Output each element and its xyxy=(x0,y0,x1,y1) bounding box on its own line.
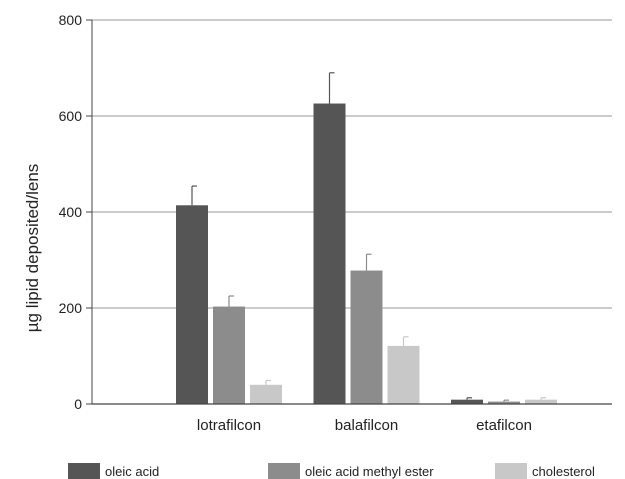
bar-cholesterol-etafilcon xyxy=(525,399,557,404)
legend-label: oleic acid methyl ester xyxy=(305,464,434,479)
y-tick-label: 200 xyxy=(59,300,83,316)
y-axis-title: µg lipid deposited/lens xyxy=(23,164,42,333)
bar-oleic-acid-balafilcon xyxy=(313,103,346,405)
gridlines xyxy=(92,19,612,309)
bar-oleic-acid-methyl-ester-lotrafilcon xyxy=(213,306,245,404)
bar-oleic-acid-lotrafilcon xyxy=(176,205,208,404)
legend-swatch xyxy=(495,463,527,479)
y-tick-label: 400 xyxy=(59,204,83,220)
x-tick-label: lotrafilcon xyxy=(197,417,261,434)
bar-cholesterol-balafilcon xyxy=(387,345,420,404)
bar-oleic-acid-methyl-ester-etafilcon xyxy=(488,401,520,404)
y-tick-label: 600 xyxy=(59,108,83,124)
x-tick-label: balafilcon xyxy=(335,417,398,434)
legend-label: oleic acid xyxy=(105,464,159,479)
bar-oleic-acid-methyl-ester-balafilcon xyxy=(350,270,383,404)
bar-oleic-acid-etafilcon xyxy=(451,399,483,404)
x-tick-label: etafilcon xyxy=(476,417,532,434)
legend-swatch xyxy=(68,463,100,479)
legend: oleic acid oleic acid methyl ester cholest… xyxy=(68,463,595,479)
axes: 0 200 400 600 800 lotrafilcon balafilcon etafil… xyxy=(59,12,612,434)
bar-cholesterol-lotrafilcon xyxy=(250,384,282,404)
legend-swatch xyxy=(268,463,300,479)
legend-label: cholesterol xyxy=(532,464,595,479)
y-tick-label: 0 xyxy=(74,396,82,412)
y-tick-label: 800 xyxy=(59,12,83,28)
bars xyxy=(176,72,557,405)
